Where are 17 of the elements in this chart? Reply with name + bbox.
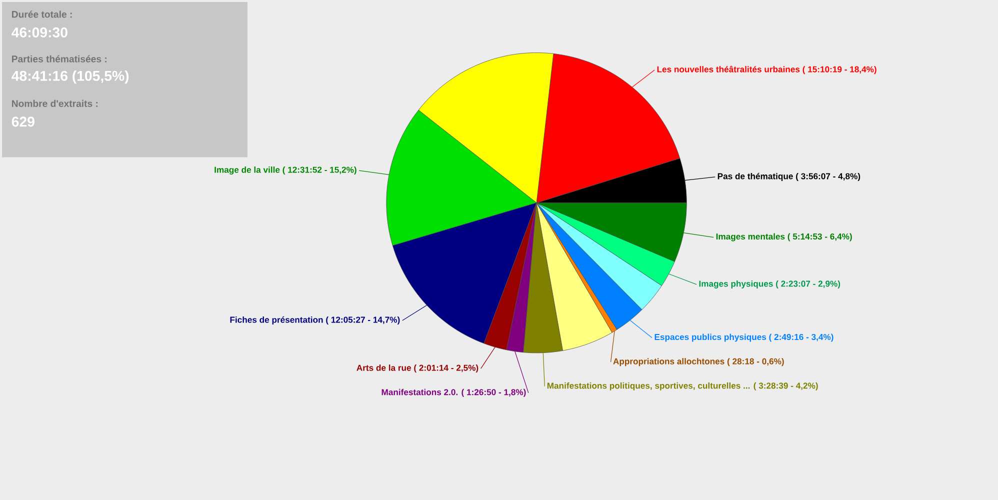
slice-label: Les nouvelles théâtralités urbaines ( 15:10:19 - 18,4%): [657, 66, 876, 74]
slice-label: Images physiques ( 2:23:07 - 2,9%): [699, 280, 840, 288]
slice-label: Appropriations allochtones ( 28:18 - 0,6%): [613, 358, 784, 366]
text: 46:09:30: [12, 27, 68, 38]
slice-label: Pas de thématique ( 3:56:07 - 4,8%): [718, 172, 860, 181]
text: Durée totale :: [12, 10, 72, 18]
slice-label: Fiches de présentation ( 12:05:27 - 14,7%): [230, 316, 400, 324]
slice-label: Manifestations politiques, sportives, culturelles ... ( 3:28:39 - 4,2%): [547, 382, 818, 390]
slice-label: Images mentales ( 5:14:53 - 6,4%): [716, 233, 852, 242]
slice-label: Manifestations 2.0. ( 1:26:50 - 1,8%): [382, 388, 526, 397]
text: 629: [12, 116, 34, 127]
slice-label: Arts de la rue ( 2:01:14 - 2,5%): [356, 364, 478, 373]
text: Nombre d'extraits :: [12, 100, 98, 107]
text: Parties thématisées :: [12, 55, 106, 62]
slice-label: Image de la ville ( 12:31:52 - 15,2%): [214, 166, 356, 175]
slice-label: Espaces publics physiques ( 2:49:16 - 3,4%): [654, 334, 834, 342]
text: 48:41:16 (105,5%): [12, 70, 129, 84]
